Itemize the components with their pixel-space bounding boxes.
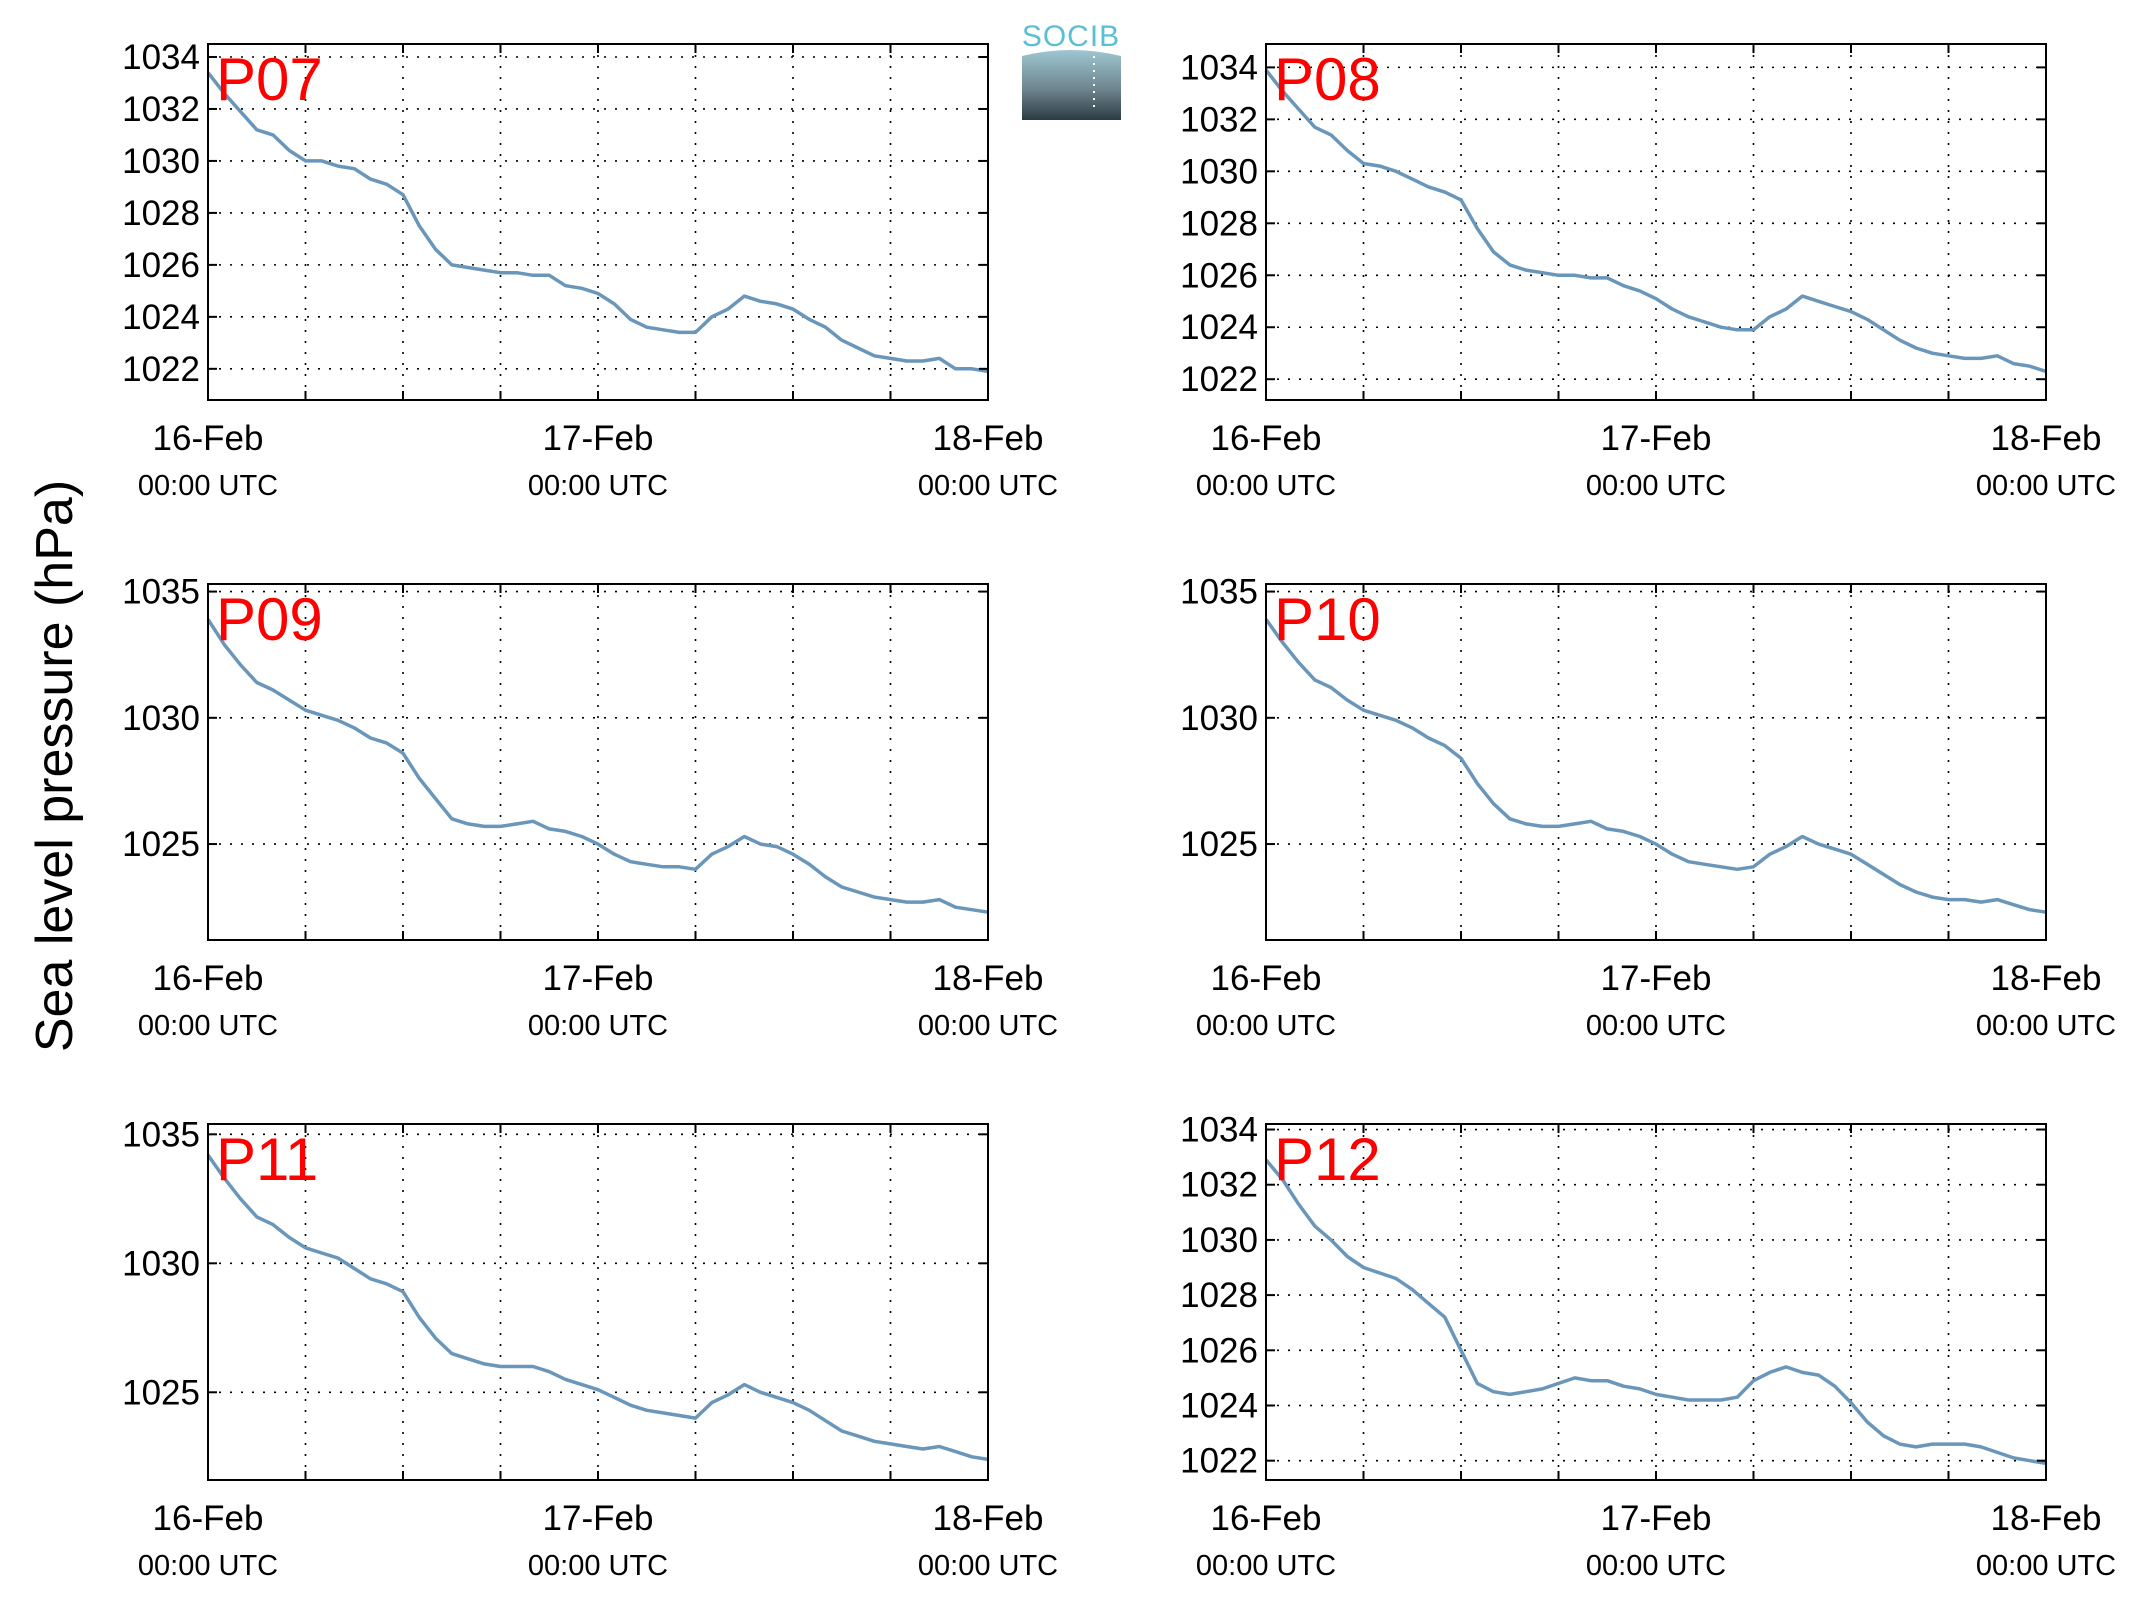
x-tick-label: 18-Feb	[1991, 1499, 2102, 1538]
y-tick-label: 1034	[122, 38, 200, 77]
y-tick-label: 1025	[122, 1373, 200, 1412]
x-tick-sublabel: 00:00 UTC	[1196, 1550, 1336, 1582]
x-tick-label: 17-Feb	[543, 419, 654, 458]
x-tick-label: 18-Feb	[1991, 959, 2102, 998]
x-tick-sublabel: 00:00 UTC	[918, 470, 1058, 502]
x-tick-sublabel: 00:00 UTC	[528, 1550, 668, 1582]
x-tick-sublabel: 00:00 UTC	[138, 470, 278, 502]
x-tick-label: 16-Feb	[1211, 1499, 1322, 1538]
x-tick-sublabel: 00:00 UTC	[1196, 1010, 1336, 1042]
y-tick-label: 1026	[122, 246, 200, 285]
panel-p08: 1022 1024 1026 1028 1030 1032 1034 16-Feb 00:00 …	[1180, 43, 2116, 502]
pressure-line-p12	[1264, 1158, 2047, 1466]
x-tick-sublabel: 00:00 UTC	[1586, 1550, 1726, 1582]
y-tick-label: 1035	[1180, 573, 1258, 612]
x-tick-label: 16-Feb	[153, 419, 264, 458]
x-tick-label: 16-Feb	[153, 1499, 264, 1538]
x-tick-label: 18-Feb	[933, 1499, 1044, 1538]
y-tick-label: 1024	[1180, 308, 1258, 347]
x-tick-sublabel: 00:00 UTC	[138, 1010, 278, 1042]
x-tick-sublabel: 00:00 UTC	[528, 470, 668, 502]
panel-p11: 1025 1030 1035 16-Feb 00:00 UTC 17-Feb 00:00 U…	[122, 1115, 1058, 1582]
y-tick-label: 1028	[1180, 204, 1258, 243]
y-tick-label: 1025	[122, 825, 200, 864]
y-tick-label: 1022	[1180, 360, 1258, 399]
y-tick-label: 1024	[1180, 1386, 1258, 1425]
y-tick-label: 1026	[1180, 1331, 1258, 1370]
y-tick-label: 1030	[122, 142, 200, 181]
pressure-line-p09	[206, 618, 989, 914]
x-tick-label: 18-Feb	[933, 959, 1044, 998]
panel-label-p10: P10	[1274, 586, 1381, 653]
x-tick-sublabel: 00:00 UTC	[1976, 1010, 2116, 1042]
y-tick-label: 1032	[122, 90, 200, 129]
y-tick-label: 1035	[122, 1115, 200, 1154]
y-tick-label: 1025	[1180, 825, 1258, 864]
x-tick-sublabel: 00:00 UTC	[918, 1010, 1058, 1042]
panel-p10: 1025 1030 1035 16-Feb 00:00 UTC 17-Feb 00:00 U…	[1180, 573, 2116, 1042]
y-tick-label: 1030	[1180, 152, 1258, 191]
pressure-line-p08	[1264, 68, 2047, 374]
pressure-line-p11	[206, 1153, 989, 1462]
y-tick-label: 1030	[122, 1244, 200, 1283]
socib-logo: SOCIB	[1022, 20, 1121, 120]
x-tick-label: 17-Feb	[1601, 1499, 1712, 1538]
x-tick-label: 16-Feb	[153, 959, 264, 998]
x-tick-sublabel: 00:00 UTC	[1586, 1010, 1726, 1042]
y-tick-label: 1028	[122, 194, 200, 233]
x-tick-label: 17-Feb	[543, 1499, 654, 1538]
x-tick-sublabel: 00:00 UTC	[918, 1550, 1058, 1582]
y-tick-label: 1035	[122, 573, 200, 612]
y-axis-label: Sea level pressure (hPa)	[26, 480, 84, 1052]
panel-label-p12: P12	[1274, 1126, 1381, 1193]
x-tick-label: 16-Feb	[1211, 959, 1322, 998]
panel-p07: 1022 1024 1026 1028 1030 1032 1034 16-Feb 00:00 …	[122, 38, 1058, 502]
pressure-line-p10	[1264, 618, 2047, 914]
x-tick-sublabel: 00:00 UTC	[1976, 1550, 2116, 1582]
x-tick-sublabel: 00:00 UTC	[1976, 470, 2116, 502]
x-tick-label: 16-Feb	[1211, 419, 1322, 458]
panel-label-p09: P09	[216, 586, 323, 653]
y-tick-label: 1034	[1180, 48, 1258, 87]
y-tick-label: 1024	[122, 298, 200, 337]
panel-p12: 1022 1024 1026 1028 1030 1032 1034 16-Feb 00:00 …	[1180, 1111, 2116, 1582]
y-tick-label: 1030	[122, 699, 200, 738]
x-tick-label: 18-Feb	[1991, 419, 2102, 458]
y-tick-label: 1026	[1180, 256, 1258, 295]
y-tick-label: 1030	[1180, 1221, 1258, 1260]
y-tick-label: 1022	[1180, 1442, 1258, 1481]
socib-logo-mark	[1022, 50, 1121, 120]
y-tick-label: 1034	[1180, 1111, 1258, 1150]
y-tick-label: 1030	[1180, 699, 1258, 738]
socib-logo-text: SOCIB	[1022, 20, 1120, 53]
x-tick-sublabel: 00:00 UTC	[1586, 470, 1726, 502]
y-tick-label: 1032	[1180, 100, 1258, 139]
panel-p09: 1025 1030 1035 16-Feb 00:00 UTC 17-Feb 00:00 U…	[122, 573, 1058, 1042]
x-tick-label: 17-Feb	[1601, 419, 1712, 458]
x-tick-label: 17-Feb	[543, 959, 654, 998]
x-tick-label: 17-Feb	[1601, 959, 1712, 998]
x-tick-sublabel: 00:00 UTC	[528, 1010, 668, 1042]
y-tick-label: 1028	[1180, 1276, 1258, 1315]
x-tick-sublabel: 00:00 UTC	[138, 1550, 278, 1582]
pressure-line-p07	[206, 71, 989, 374]
x-tick-sublabel: 00:00 UTC	[1196, 470, 1336, 502]
y-tick-label: 1022	[122, 350, 200, 389]
x-tick-label: 18-Feb	[933, 419, 1044, 458]
y-tick-label: 1032	[1180, 1166, 1258, 1205]
panel-label-p08: P08	[1274, 46, 1381, 113]
panel-label-p07: P07	[216, 46, 323, 113]
panel-label-p11: P11	[216, 1126, 318, 1193]
